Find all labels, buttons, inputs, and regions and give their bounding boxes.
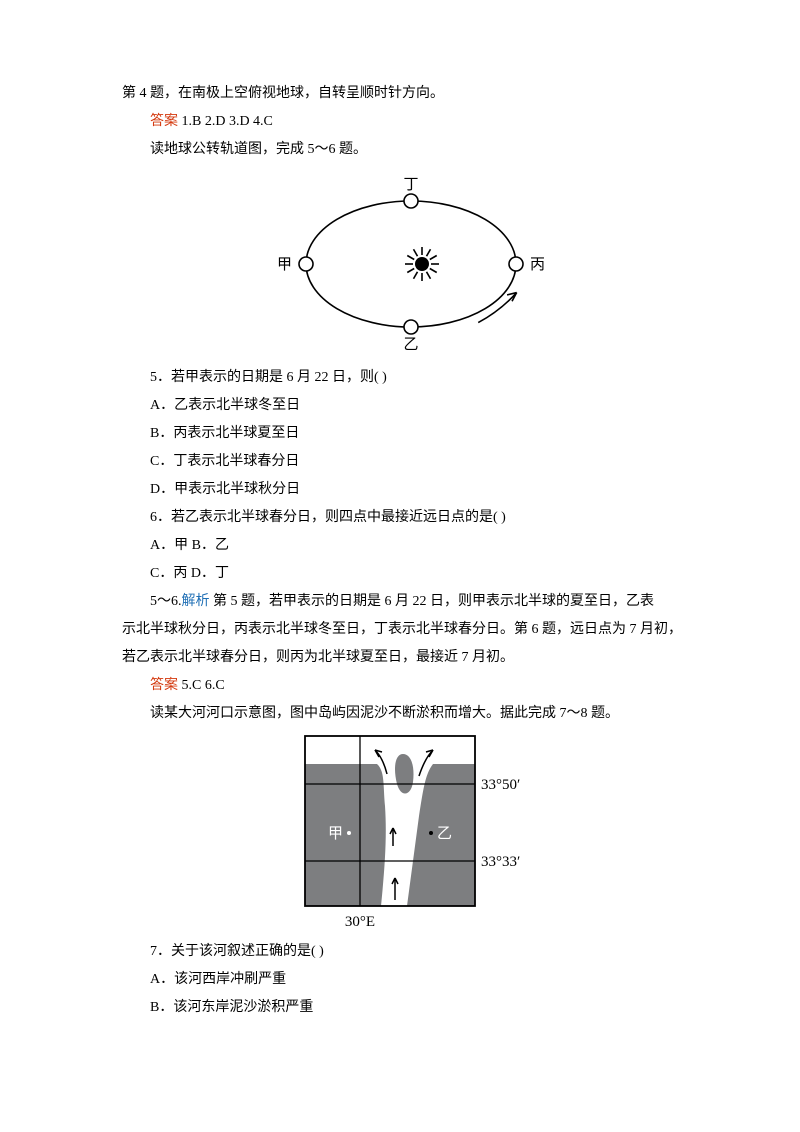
q5-stem: 5．若甲表示的日期是 6 月 22 日，则( ) xyxy=(122,364,700,392)
river-diagram-wrap: 甲 乙 33°50′ 33°33′ 30°E xyxy=(122,728,700,938)
svg-text:33°33′: 33°33′ xyxy=(481,854,520,870)
q6-AB: A．甲 B．乙 xyxy=(122,532,700,560)
explanation-5-6-l3: 若乙表示北半球春分日，则丙为北半球夏至日，最接近 7 月初。 xyxy=(122,644,700,672)
svg-text:乙: 乙 xyxy=(437,826,452,842)
answer-value: 5.C 6.C xyxy=(178,678,225,693)
explanation-5-6: 5～6.解析 第 5 题，若甲表示的日期是 6 月 22 日，则甲表示北半球的夏… xyxy=(122,588,700,616)
prompt-7-8: 读某大河河口示意图，图中岛屿因泥沙不断淤积而增大。据此完成 7～8 题。 xyxy=(122,700,700,728)
svg-text:丁: 丁 xyxy=(403,177,418,193)
svg-text:33°50′: 33°50′ xyxy=(481,777,520,793)
q6-CD: C．丙 D．丁 xyxy=(122,560,700,588)
explanation-5-6-l2: 示北半球秋分日，丙表示北半球冬至日，丁表示北半球春分日。第 6 题，远日点为 7… xyxy=(122,616,700,644)
q5-A: A．乙表示北半球冬至日 xyxy=(122,392,700,420)
q5-C: C．丁表示北半球春分日 xyxy=(122,448,700,476)
prompt-5-6: 读地球公转轨道图，完成 5～6 题。 xyxy=(122,136,700,164)
answers-1: 答案 1.B 2.D 3.D 4.C xyxy=(122,108,700,136)
q7-B: B．该河东岸泥沙淤积严重 xyxy=(122,994,700,1022)
expl-label: 解析 xyxy=(182,594,210,609)
expl-body1: 第 5 题，若甲表示的日期是 6 月 22 日，则甲表示北半球的夏至日，乙表 xyxy=(210,594,655,609)
svg-text:丙: 丙 xyxy=(530,257,545,273)
q5-B: B．丙表示北半球夏至日 xyxy=(122,420,700,448)
q5-D: D．甲表示北半球秋分日 xyxy=(122,476,700,504)
expl-prefix: 5～6. xyxy=(150,594,182,609)
svg-text:30°E: 30°E xyxy=(345,914,375,930)
q7-A: A．该河西岸冲刷严重 xyxy=(122,966,700,994)
answer-label: 答案 xyxy=(150,678,178,693)
svg-text:甲: 甲 xyxy=(328,826,343,842)
answer-label: 答案 xyxy=(150,114,178,129)
q7-stem: 7．关于该河叙述正确的是( ) xyxy=(122,938,700,966)
orbit-diagram-wrap: 丁乙 甲 丙 xyxy=(122,164,700,364)
q6-stem: 6．若乙表示北半球春分日，则四点中最接近远日点的是( ) xyxy=(122,504,700,532)
orbit-diagram: 丁乙 甲 丙 xyxy=(271,164,551,364)
answers-2: 答案 5.C 6.C xyxy=(122,672,700,700)
answer-value: 1.B 2.D 3.D 4.C xyxy=(178,114,273,129)
svg-text:甲: 甲 xyxy=(277,257,292,273)
svg-text:乙: 乙 xyxy=(403,337,418,353)
river-diagram: 甲 乙 33°50′ 33°33′ 30°E xyxy=(281,728,541,938)
intro-context: 第 4 题，在南极上空俯视地球，自转呈顺时针方向。 xyxy=(122,80,700,108)
